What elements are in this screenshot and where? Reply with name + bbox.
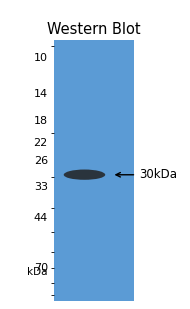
- Text: 14: 14: [34, 89, 48, 99]
- Text: 10: 10: [34, 53, 48, 63]
- Text: kDa: kDa: [27, 267, 48, 277]
- Text: 18: 18: [34, 116, 48, 126]
- Ellipse shape: [64, 170, 105, 180]
- Text: 22: 22: [33, 138, 48, 148]
- Text: 44: 44: [33, 213, 48, 223]
- Text: 70: 70: [34, 263, 48, 273]
- Text: 30kDa: 30kDa: [139, 168, 177, 181]
- Text: Western Blot: Western Blot: [47, 22, 141, 37]
- Text: 33: 33: [34, 182, 48, 192]
- Text: 26: 26: [34, 156, 48, 166]
